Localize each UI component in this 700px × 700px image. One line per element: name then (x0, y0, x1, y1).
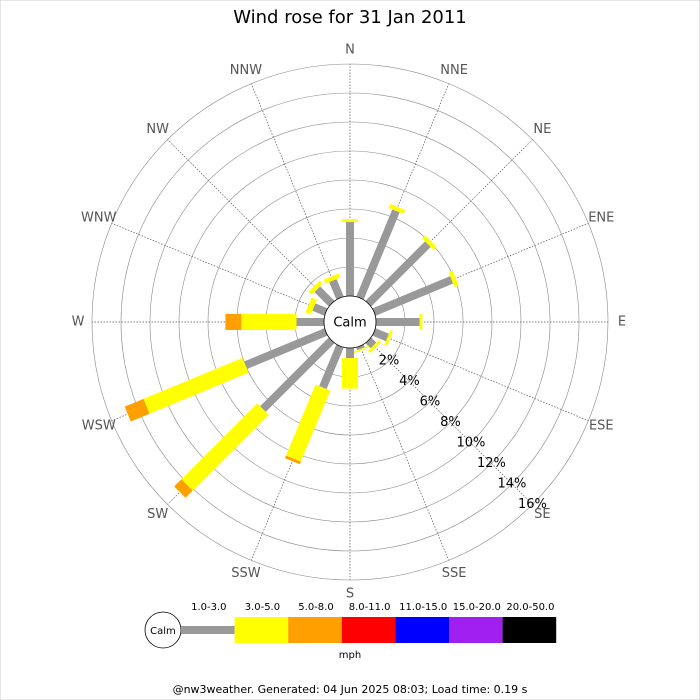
wind-segment (367, 339, 382, 354)
direction-label: NW (146, 122, 169, 137)
r-tick-label: 6% (420, 394, 441, 409)
legend-calm-label: Calm (150, 626, 176, 637)
wind-segment (356, 209, 400, 300)
direction-label: SSE (442, 566, 467, 581)
footer: @nw3weather. Generated: 04 Jun 2025 08:0… (173, 683, 528, 696)
wind-segment (241, 314, 297, 330)
r-tick-label: 14% (497, 476, 526, 491)
wind-segment (384, 330, 394, 346)
wind-segment (372, 328, 389, 342)
wind-segment (342, 219, 358, 223)
legend-swatch (181, 626, 235, 634)
wind-segment (372, 276, 454, 316)
wind-segment (284, 455, 301, 465)
r-tick-label: 8% (440, 415, 461, 430)
spoke (359, 345, 450, 561)
wind-segment (260, 337, 335, 412)
direction-label: N (345, 43, 355, 58)
r-tick-label: 10% (456, 435, 485, 450)
wind-segment (143, 357, 249, 414)
spoke (368, 139, 533, 304)
wind-segment (346, 348, 354, 359)
spoke (250, 345, 341, 561)
spoke (368, 340, 533, 505)
direction-label: NNE (440, 63, 468, 78)
direction-label: E (618, 315, 626, 330)
r-tick-label: 16% (518, 497, 547, 512)
ring (207, 179, 493, 465)
wind-segment (225, 314, 242, 330)
wind-segment (448, 270, 459, 288)
wind-segment (181, 403, 269, 491)
legend-unit: mph (339, 650, 361, 661)
wind-segment (353, 345, 370, 354)
wind-segment (376, 318, 420, 326)
wind-segment (174, 479, 193, 498)
spoke (359, 83, 450, 299)
legend-label: 5.0-8.0 (298, 602, 333, 613)
r-tick-label: 4% (399, 374, 420, 389)
legend-label: 20.0-50.0 (506, 602, 554, 613)
wind-segment (365, 241, 431, 307)
direction-label: ESE (589, 419, 614, 434)
direction-label: WSW (82, 419, 116, 434)
legend-label: 15.0-20.0 (453, 602, 501, 613)
calm-circle (323, 295, 377, 349)
wind-segment (365, 337, 377, 349)
legend-swatch (234, 617, 289, 643)
wind-segment (296, 318, 324, 326)
wind-segment (388, 203, 406, 214)
wind-segment (124, 398, 150, 422)
legend-swatch (288, 617, 342, 643)
spoke (250, 83, 341, 299)
spoke (373, 331, 589, 422)
legend-label: 11.0-15.0 (399, 602, 447, 613)
wind-segment (308, 280, 323, 295)
wind-segment (244, 328, 328, 369)
wind-segment (329, 279, 344, 300)
direction-label: NNW (230, 63, 262, 78)
wind-segment (323, 273, 341, 284)
spoke (111, 222, 327, 313)
direction-label: WNW (81, 210, 117, 225)
direction-label: SSW (231, 566, 261, 581)
legend-swatch (341, 617, 396, 643)
legend-swatch (502, 617, 557, 643)
r-tick-label: 2% (379, 353, 400, 368)
direction-label: SW (147, 507, 168, 522)
direction-label: S (346, 587, 354, 602)
direction-label: NE (533, 122, 551, 137)
legend-swatch (449, 617, 503, 643)
wind-segment (286, 384, 331, 462)
r-tick-label: 12% (477, 456, 506, 471)
legend-label: 8.0-11.0 (349, 602, 391, 613)
wind-segment (305, 297, 317, 315)
calm-label: Calm (333, 316, 366, 331)
wind-segment (314, 286, 335, 307)
legend-label: 3.0-5.0 (245, 602, 280, 613)
wind-segment (319, 344, 344, 390)
spoke (167, 139, 332, 304)
direction-label: W (72, 315, 85, 330)
ring (120, 92, 580, 552)
wind-segment (419, 314, 423, 330)
wind-segment (342, 358, 358, 389)
legend-swatch (395, 617, 449, 643)
legend-label: 1.0-3.0 (191, 602, 226, 613)
direction-label: ENE (588, 210, 614, 225)
direction-label: SE (534, 507, 550, 522)
spoke (373, 222, 589, 313)
wind-segment (346, 222, 354, 296)
wind-segment (312, 303, 328, 316)
wind-segment (356, 344, 365, 351)
wind-segment (422, 235, 437, 250)
chart-title: Wind rose for 31 Jan 2011 (233, 7, 467, 28)
